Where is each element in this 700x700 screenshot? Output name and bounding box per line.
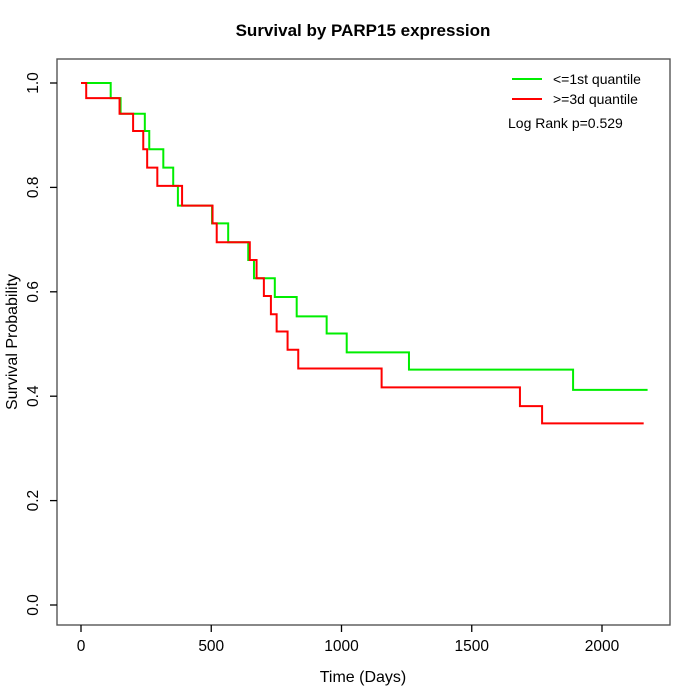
y-tick-label: 0.0 <box>25 594 42 616</box>
log-rank-pvalue: Log Rank p=0.529 <box>508 115 623 131</box>
x-tick-label: 2000 <box>585 638 620 655</box>
x-tick-label: 1500 <box>455 638 490 655</box>
legend: <=1st quantile >=3d quantile Log Rank p=… <box>508 71 641 131</box>
x-tick-label: 1000 <box>324 638 359 655</box>
x-tick-label: 0 <box>77 638 86 655</box>
plot-box <box>56 58 671 626</box>
y-axis-label: Survival Probability <box>4 274 21 410</box>
y-tick-label: 0.6 <box>25 281 42 303</box>
y-tick-label: 0.2 <box>25 490 42 512</box>
axes: 0 500 1000 1500 2000 0.0 0.2 0.4 0.6 0.8 1.0 <box>25 72 620 655</box>
legend-label-red: >=3d quantile <box>553 91 638 107</box>
y-tick-label: 1.0 <box>25 72 42 94</box>
legend-label-green: <=1st quantile <box>553 71 641 87</box>
survival-curves <box>81 82 648 425</box>
survival-curve-green <box>81 82 648 391</box>
x-tick-label: 500 <box>198 638 224 655</box>
x-axis-label: Time (Days) <box>320 669 407 686</box>
y-tick-label: 0.4 <box>25 385 42 407</box>
survival-curve-red <box>81 82 644 425</box>
chart-title: Survival by PARP15 expression <box>236 21 491 40</box>
y-tick-label: 0.8 <box>25 177 42 199</box>
